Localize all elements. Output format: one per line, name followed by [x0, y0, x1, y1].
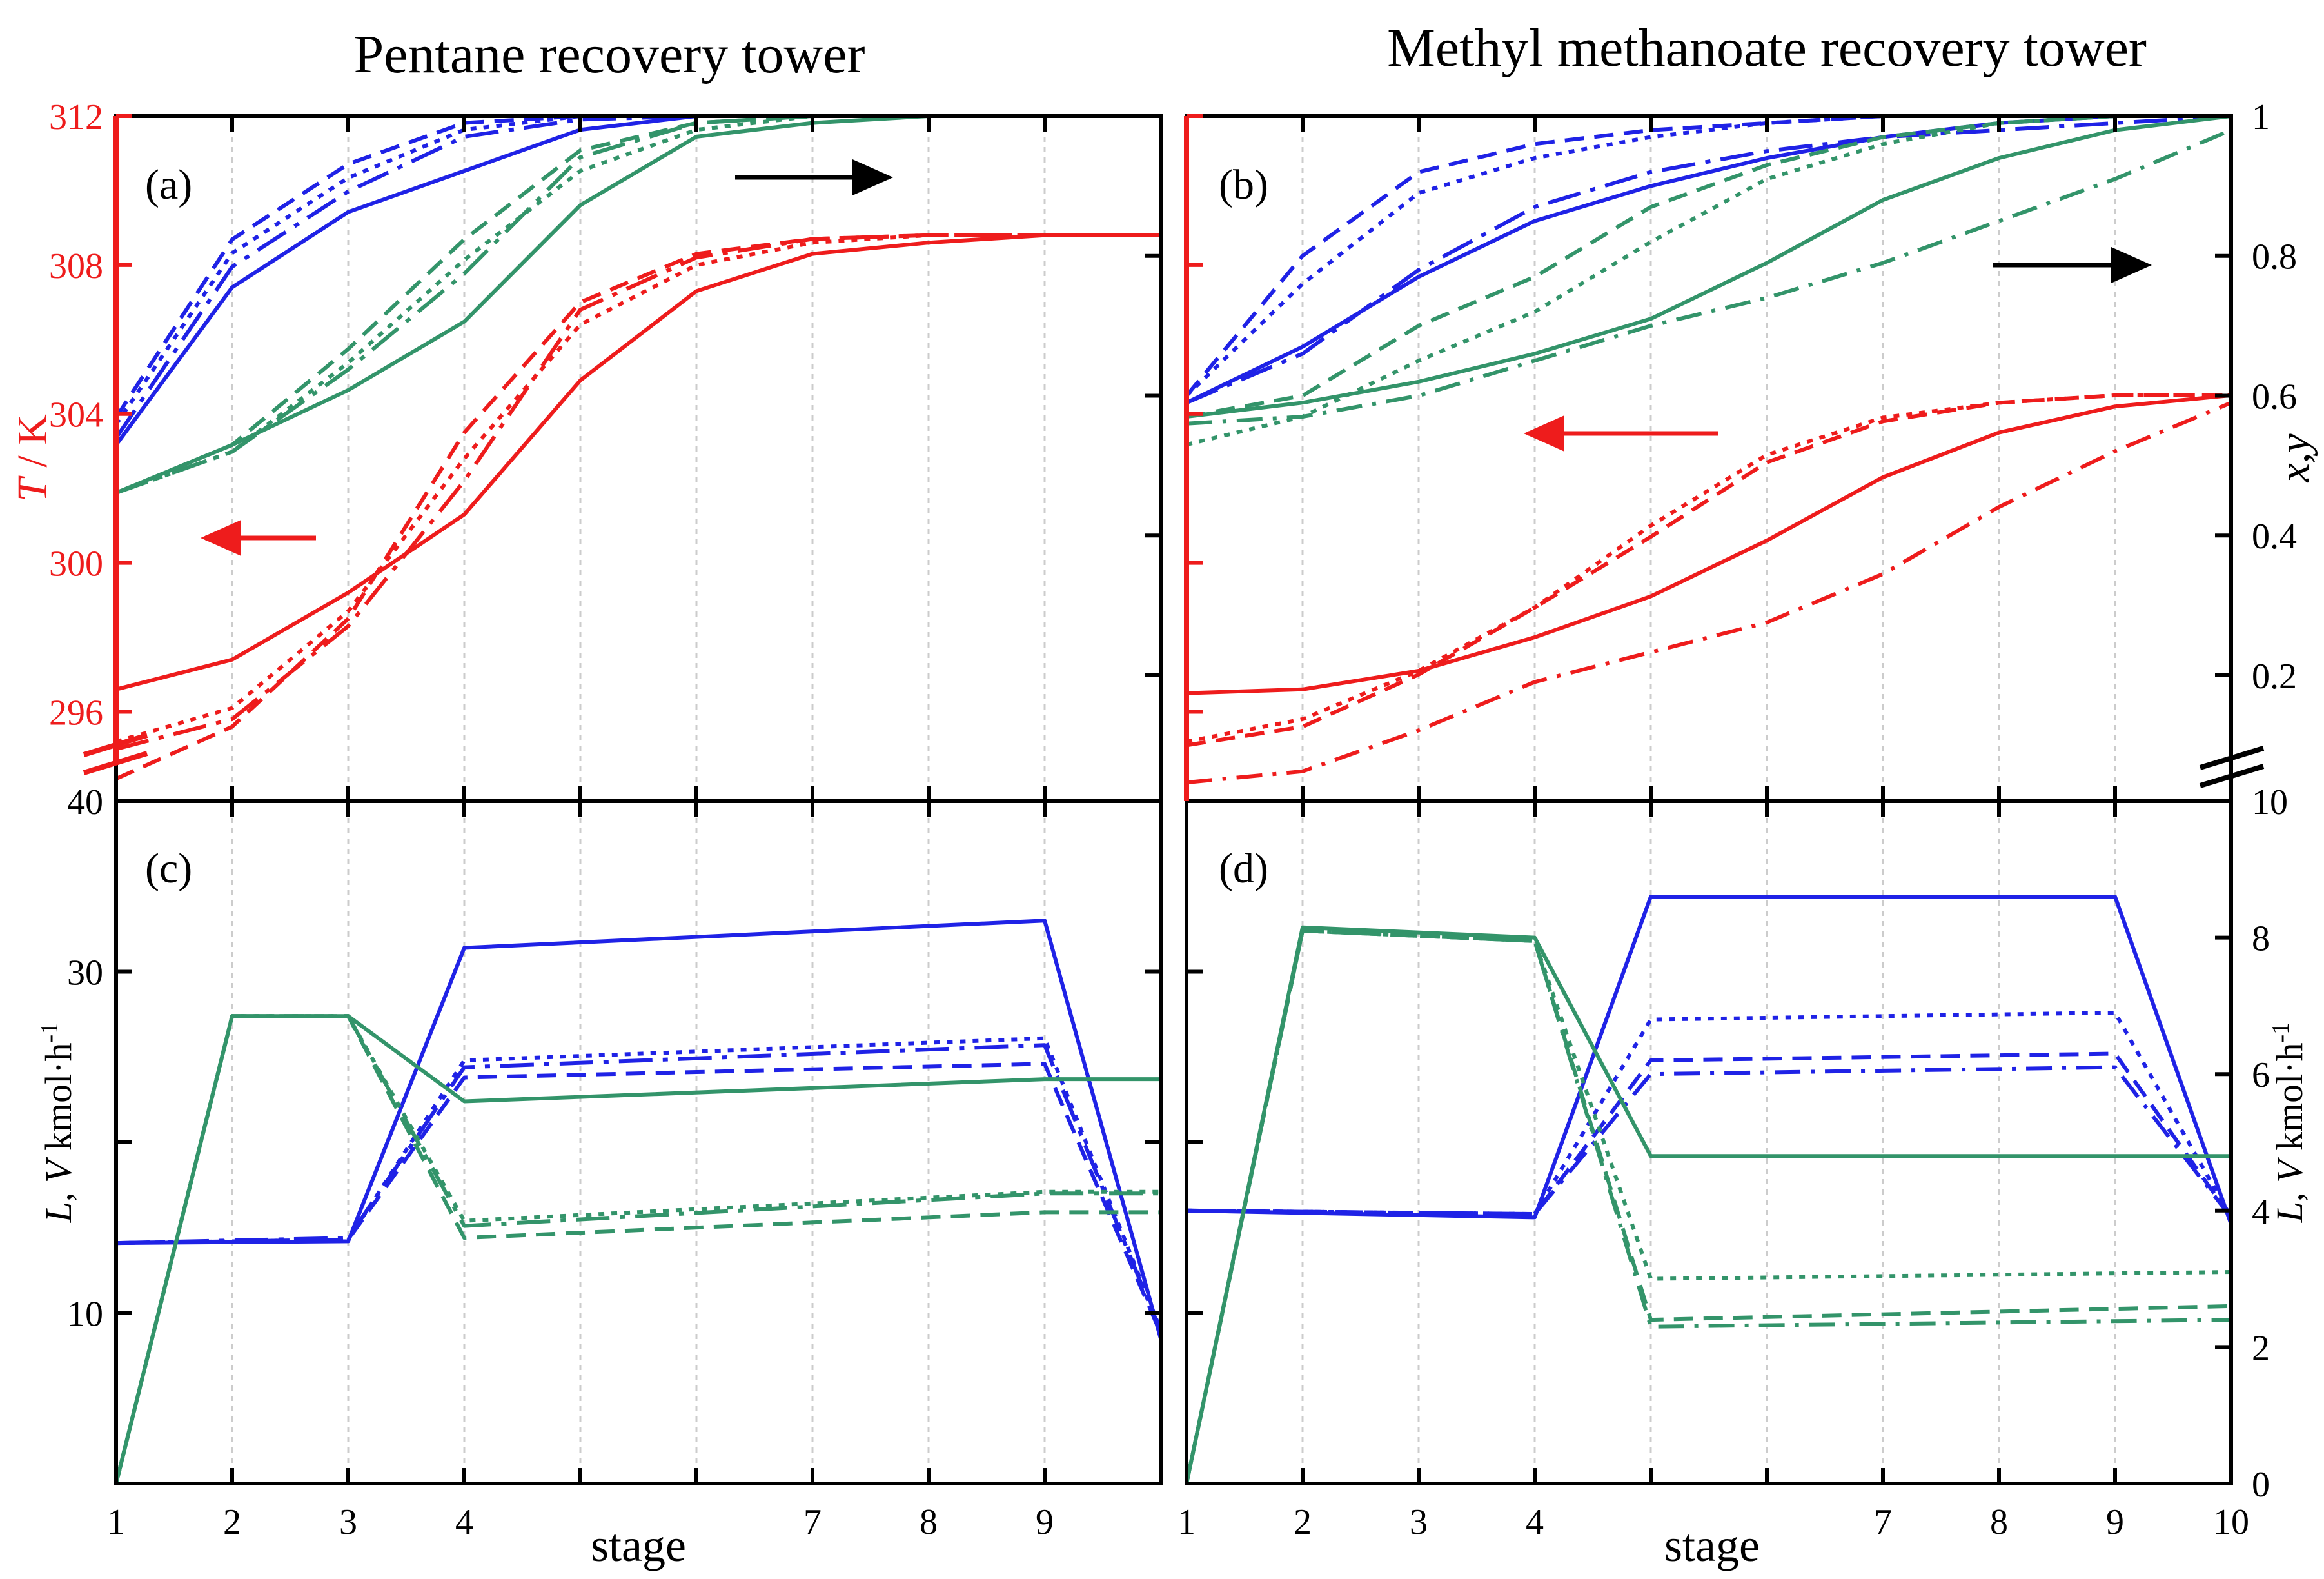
- series-b-blue-solid-0: [1185, 114, 2231, 405]
- series-a-red-dot-10: [115, 233, 1161, 744]
- xy-axis-break: [2199, 746, 2265, 788]
- stage-tick-label: 2: [1294, 1502, 1312, 1542]
- panel-label-a: (a): [145, 161, 192, 208]
- stage-tick-label: 7: [1874, 1502, 1892, 1542]
- t-axis-label-symbol: T: [9, 475, 56, 502]
- t-tick-label: 304: [49, 395, 103, 435]
- series-c-green-longdash-7: [114, 1014, 1161, 1484]
- lv-tick-label: 2: [2252, 1328, 2270, 1368]
- stage-tick-label: 4: [455, 1502, 473, 1542]
- series-a-blue-dot-2: [114, 114, 1161, 426]
- stage-tick-label: 2: [223, 1502, 241, 1542]
- series-c-green-dash-5: [114, 1014, 1161, 1484]
- frame-panel-d: [1185, 799, 2233, 1485]
- t-tick-label: 300: [49, 544, 103, 584]
- axis-ticks: [116, 114, 2231, 1485]
- stage-tick-label: 9: [1036, 1502, 1054, 1542]
- series-d-blue-dashdot-3: [1186, 1065, 2233, 1219]
- stage-tick-label: 3: [1410, 1502, 1428, 1542]
- series-c-green-solid-4: [114, 1014, 1161, 1484]
- stage-label-left: stage: [591, 1520, 686, 1571]
- stage-tick-label: 3: [339, 1502, 357, 1542]
- t-axis-break: [83, 733, 148, 775]
- xy-tick-label: 0.6: [2252, 377, 2297, 417]
- lv-tick-label: 6: [2252, 1055, 2270, 1095]
- stage-tick-label: 8: [1990, 1502, 2008, 1542]
- panel-a-series: [114, 114, 1161, 781]
- series-d-blue-dot-2: [1186, 1011, 2233, 1218]
- series-b-red-dash-9: [1186, 393, 2231, 748]
- stage-tick-label: 8: [920, 1502, 938, 1542]
- tick-labels: 3123083043002964010.80.60.40.21030108642…: [49, 97, 2297, 1542]
- t-axis-label: T / K: [9, 414, 56, 502]
- t-tick-label: 308: [49, 246, 103, 286]
- series-b-green-dashdot-7: [1186, 128, 2232, 426]
- series-c-blue-longdash-3: [115, 1043, 1163, 1333]
- series-a-red-longdash-11: [115, 233, 1161, 751]
- series-b-red-dashdot-11: [1186, 401, 2232, 785]
- series-a-red-dash-9: [115, 233, 1161, 781]
- stage-tick-label: 7: [803, 1502, 822, 1542]
- frame-panel-c: [114, 799, 1163, 1485]
- t-break-label: 40: [67, 782, 103, 822]
- left-title: Pentane recovery tower: [354, 25, 865, 84]
- stage-tick-label: 1: [107, 1502, 125, 1542]
- t-axis-label-unit: / K: [9, 414, 56, 478]
- lv-axis-label-left: L, V kmol·h-1: [36, 1022, 79, 1223]
- series-b-green-dash-5: [1186, 114, 2231, 419]
- panel-label-d: (d): [1219, 845, 1268, 892]
- stage-tick-label: 4: [1526, 1502, 1544, 1542]
- lv-axis-label-right: L, V kmol·h-1: [2267, 1022, 2310, 1223]
- xy-tick-label: 0.8: [2252, 237, 2297, 277]
- stage-label-right: stage: [1664, 1520, 1760, 1571]
- series-b-green-solid-4: [1186, 114, 2232, 419]
- series-b-blue-longdash-3: [1185, 114, 2232, 405]
- series-d-blue-solid-0: [1186, 895, 2233, 1226]
- lv-tick-label: 8: [2252, 919, 2270, 959]
- series-d-green-dashdot-7: [1185, 929, 2232, 1484]
- stage-tick-label: 10: [2213, 1502, 2249, 1542]
- frame-panel-b: [1185, 114, 2233, 803]
- series-c-green-dot-6: [114, 1014, 1161, 1484]
- series-b-red-solid-8: [1186, 393, 2232, 695]
- series-c-blue-solid-0: [115, 919, 1163, 1340]
- series-c-blue-dash-1: [115, 1062, 1163, 1335]
- t-tick-label: 296: [49, 693, 103, 733]
- series-b-red-dot-10: [1186, 393, 2231, 744]
- xy-tick-label: 0.4: [2252, 517, 2297, 557]
- stage-tick-label: 1: [1177, 1502, 1196, 1542]
- series-b-blue-dot-2: [1185, 114, 2231, 397]
- xy-tick-label: 0.2: [2252, 657, 2297, 697]
- stage-tick-label: 9: [2106, 1502, 2124, 1542]
- series-a-green-solid-4: [115, 114, 1161, 495]
- series-a-blue-dash-1: [114, 114, 1161, 419]
- panel-b-series: [1185, 114, 2232, 785]
- series-c-blue-dot-2: [115, 1036, 1163, 1331]
- lv-tick-label: 4: [2252, 1192, 2270, 1232]
- panel-label-b: (b): [1219, 161, 1268, 208]
- series-d-blue-dash-1: [1186, 1051, 2233, 1219]
- series-a-red-solid-8: [115, 233, 1161, 691]
- panel-label-c: (c): [145, 845, 192, 892]
- series-b-green-dot-6: [1186, 114, 2231, 447]
- frames: [114, 114, 2233, 1485]
- panel-c-series: [114, 919, 1163, 1484]
- xy-tick-label: 1: [2252, 97, 2270, 137]
- series-a-blue-solid-0: [114, 114, 1161, 446]
- lv-tick-label: 30: [67, 953, 103, 993]
- lv-tick-label: 10: [67, 1295, 103, 1335]
- series-d-green-solid-4: [1185, 925, 2231, 1484]
- series-a-green-longdash-7: [115, 114, 1161, 495]
- right-title: Methyl methanoate recovery tower: [1387, 18, 2147, 78]
- panel-d-series: [1185, 895, 2233, 1484]
- series-b-blue-dash-1: [1185, 114, 2231, 397]
- xy-axis-label: x,y: [2271, 433, 2318, 483]
- frame-panel-a: [114, 114, 1163, 803]
- xy-break-label: 10: [2252, 782, 2288, 822]
- t-tick-label: 312: [49, 97, 103, 137]
- lv-tick-label: 0: [2252, 1465, 2270, 1505]
